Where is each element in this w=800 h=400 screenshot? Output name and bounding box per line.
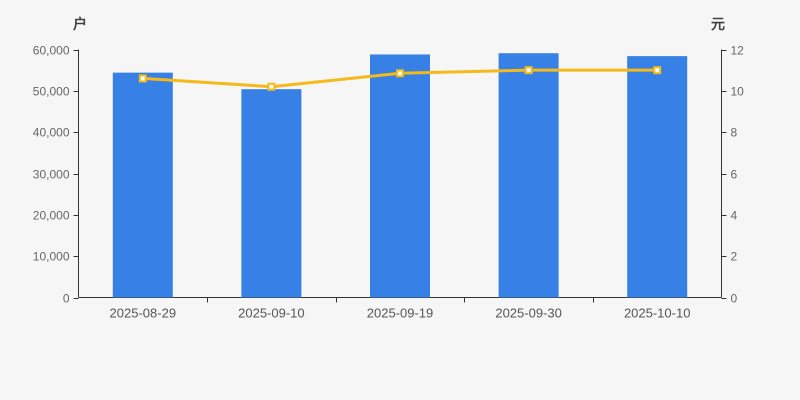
bar-2025-10-10[interactable] [627,56,688,298]
right-axis-tick-label: 0 [731,292,738,306]
right-axis-tick-label: 6 [731,168,738,182]
x-axis-label: 2025-08-29 [110,306,177,321]
price-point-2025-08-29[interactable] [138,74,147,83]
left-axis-tick-label: 0 [63,292,70,306]
x-axis-label: 2025-09-19 [367,306,434,321]
right-axis-tick-label: 2 [731,250,738,264]
bar-2025-08-29[interactable] [112,72,173,298]
right-axis-title: 元 [711,16,725,32]
left-axis-tick-label: 40,000 [33,126,70,140]
right-axis-tick-label: 12 [731,44,745,58]
bar-2025-09-30[interactable] [498,53,559,298]
left-axis-tick-label: 60,000 [33,44,70,58]
right-axis-tick-label: 4 [731,209,738,223]
right-axis-tick-label: 8 [731,126,738,140]
x-axis-label: 2025-09-30 [495,306,562,321]
price-point-2025-10-10[interactable] [653,66,662,75]
left-axis-tick-label: 50,000 [33,85,70,99]
left-axis-tick-label: 20,000 [33,209,70,223]
right-axis-tick-label: 10 [731,85,745,99]
price-point-2025-09-19[interactable] [396,69,404,78]
x-axis-label: 2025-09-10 [238,306,305,321]
left-axis-title: 户 [73,16,87,32]
left-axis-tick-label: 30,000 [33,168,70,182]
left-axis-tick-label: 10,000 [33,250,70,264]
bar-2025-09-10[interactable] [241,89,302,298]
x-axis-label: 2025-10-10 [624,306,691,321]
bar-2025-09-19[interactable] [370,54,430,298]
price-point-2025-09-30[interactable] [524,66,533,75]
price-point-2025-09-10[interactable] [267,82,276,91]
